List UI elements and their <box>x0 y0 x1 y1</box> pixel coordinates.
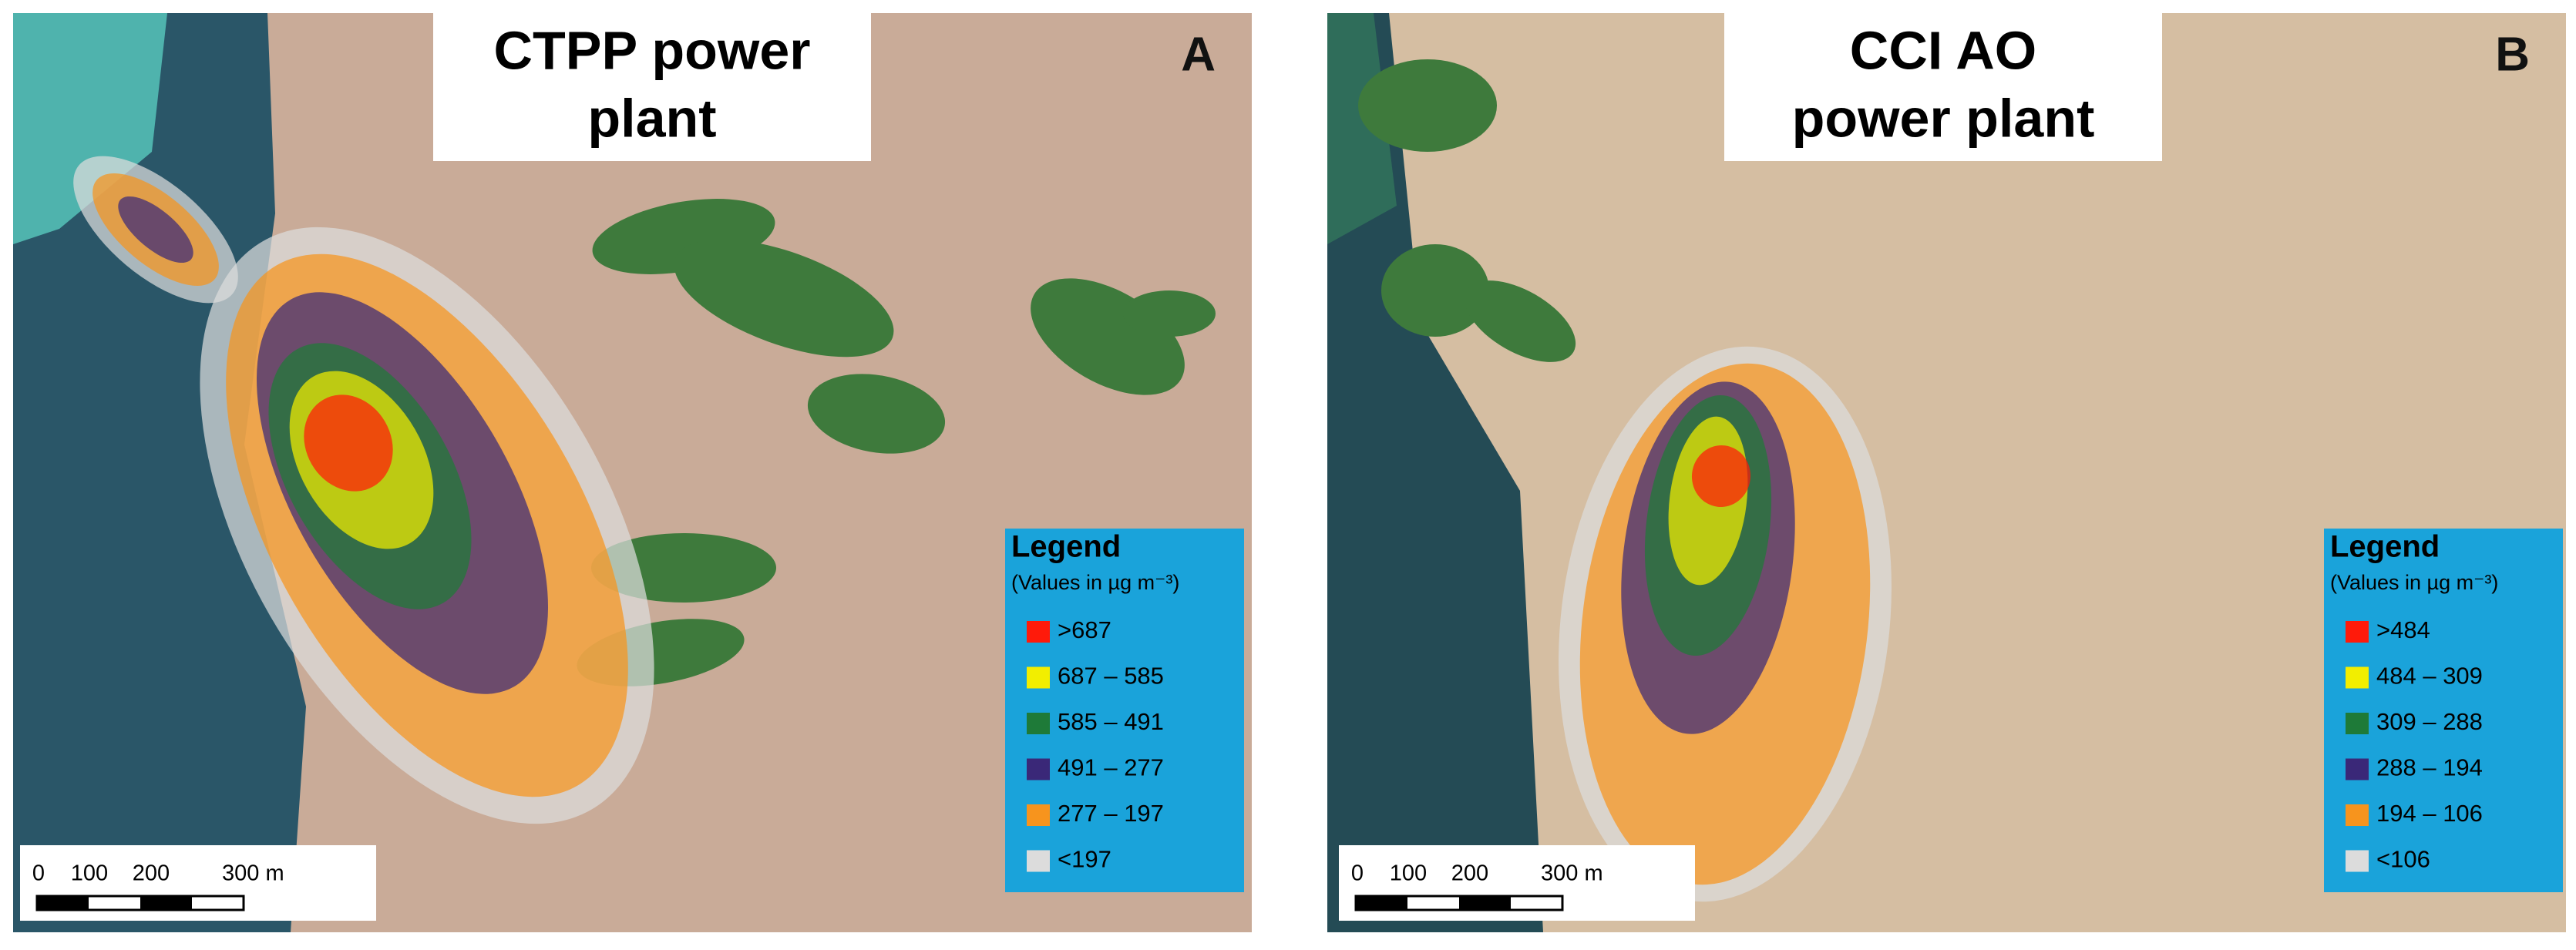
concentration-contour <box>118 196 193 264</box>
shallow-water <box>13 13 167 244</box>
legend-swatch <box>1027 713 1050 734</box>
legend-box <box>2324 529 2563 892</box>
vegetation <box>807 374 946 454</box>
panel-title: power plant <box>1792 88 2095 148</box>
legend-swatch <box>2346 758 2369 780</box>
scale-label: 300 m <box>1541 861 1603 886</box>
legend-label: 585 – 491 <box>1058 708 1164 735</box>
legend-swatch <box>1027 850 1050 872</box>
legend-swatch <box>2346 666 2369 689</box>
scale-bar-segment <box>1356 896 1407 910</box>
legend-swatch <box>1027 621 1050 643</box>
legend-subtitle: (Values in µg m⁻³) <box>1011 571 1179 594</box>
panel-title: plant <box>587 88 716 148</box>
legend-swatch <box>1027 666 1050 689</box>
legend-subtitle: (Values in µg m⁻³) <box>2330 571 2498 594</box>
legend-label: 277 – 197 <box>1058 800 1164 827</box>
legend-swatch <box>2346 850 2369 872</box>
scale-label: 100 <box>1390 861 1427 886</box>
scale-bar-segment <box>37 896 89 910</box>
legend-box <box>1005 529 1244 892</box>
legend-swatch <box>2346 804 2369 826</box>
title-box <box>1724 13 2162 161</box>
legend-swatch <box>1027 804 1050 826</box>
legend-swatch <box>2346 621 2369 643</box>
legend-label: 491 – 277 <box>1058 754 1164 781</box>
sea <box>1327 13 1543 932</box>
legend-label: 687 – 585 <box>1058 663 1164 690</box>
legend-title: Legend <box>2330 530 2440 564</box>
legend-label: 484 – 309 <box>2376 663 2483 690</box>
legend-label: >687 <box>1058 616 1111 643</box>
scale-bar-segment <box>1459 896 1511 910</box>
legend-label: >484 <box>2376 616 2430 643</box>
scale-bar-segment <box>140 896 192 910</box>
concentration-contour <box>1691 445 1751 507</box>
concentration-contour <box>304 394 393 492</box>
map-panel: CCI AO power plant B Legend (Values in µg m⁻… <box>1327 13 2566 932</box>
legend-label: 288 – 194 <box>2376 754 2483 781</box>
panel-letter: A <box>1181 28 1216 81</box>
legend-swatch <box>1027 758 1050 780</box>
title-box <box>433 13 871 161</box>
legend-label: 194 – 106 <box>2376 800 2483 827</box>
vegetation <box>1381 244 1489 337</box>
panel-letter: B <box>2495 28 2530 81</box>
scale-label: 100 <box>71 861 108 886</box>
vegetation <box>1464 280 1576 362</box>
legend-swatch <box>2346 713 2369 734</box>
legend-label: <197 <box>1058 846 1111 873</box>
vegetation <box>1123 290 1216 337</box>
scale-label: 200 <box>133 861 170 886</box>
scale-label: 300 m <box>222 861 284 886</box>
scale-label: 0 <box>32 861 45 886</box>
panel-title: CTPP power <box>493 20 810 80</box>
legend-label: <106 <box>2376 846 2430 873</box>
scale-label: 200 <box>1451 861 1488 886</box>
scale-label: 0 <box>1351 861 1364 886</box>
shallow-water <box>1327 13 1397 244</box>
vegetation <box>1358 59 1497 152</box>
legend-title: Legend <box>1011 530 1121 564</box>
map-panel: CTPP power plant A Legend (Values in µg m⁻³)… <box>13 13 1252 932</box>
sea <box>13 13 306 932</box>
legend-label: 309 – 288 <box>2376 708 2483 735</box>
vegetation <box>674 239 894 358</box>
panel-title: CCI AO <box>1850 20 2036 80</box>
